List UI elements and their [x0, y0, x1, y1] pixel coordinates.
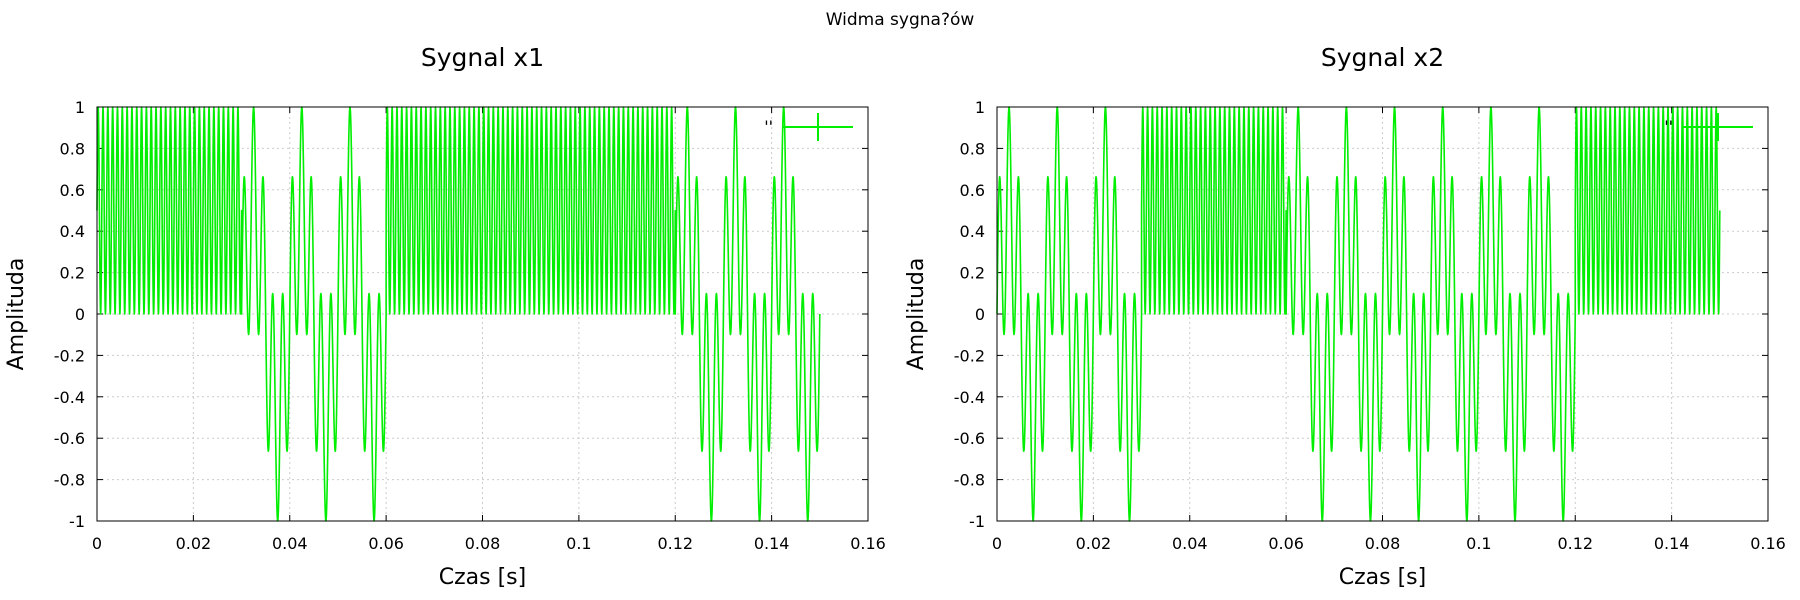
x-tick-label: 0.04 — [272, 534, 308, 553]
panel-signal-x2: 0 0.02 0.04 0.06 0.08 0.1 0.12 0.14 0.16 -1 -0.8 -0… — [904, 43, 1786, 590]
y-tick-label: 0.6 — [960, 181, 985, 200]
y-tick-label: -1 — [69, 512, 85, 531]
series-line-0 — [96, 106, 821, 522]
y-tick-label: 0.8 — [960, 139, 985, 158]
y-tick-label: 0.6 — [60, 181, 85, 200]
y-tick-label: -0.6 — [954, 429, 985, 448]
y-tick-label: -0.8 — [954, 471, 985, 490]
legend-label: '' — [764, 117, 773, 136]
x-tick-label: 0.06 — [1268, 534, 1304, 553]
y-tick-label: -0.2 — [54, 346, 85, 365]
y-axis-label: Amplituda — [4, 258, 29, 371]
y-tick-label: -0.6 — [54, 429, 85, 448]
y-tick-label: 0.4 — [960, 222, 985, 241]
x-axis-label: Czas [s] — [1339, 565, 1426, 590]
x-tick-label: 0.1 — [566, 534, 591, 553]
y-tick-label: -0.8 — [54, 471, 85, 490]
y-tick-label: -0.4 — [954, 388, 985, 407]
x-tick-label: 0 — [992, 534, 1002, 553]
y-tick-label: 0.2 — [60, 264, 85, 283]
panel-signal-x1: 0 0.02 0.04 0.06 0.08 0.1 0.12 0.14 0.16 -1 -0.8 -0… — [4, 43, 886, 590]
x-tick-label: 0.02 — [176, 534, 212, 553]
panel-title: Sygnal x2 — [1321, 43, 1444, 72]
x-tick-label: 0.06 — [368, 534, 404, 553]
x-tick-label: 0.12 — [657, 534, 693, 553]
x-tick-label: 0.08 — [465, 534, 501, 553]
x-tick-label: 0.08 — [1365, 534, 1401, 553]
panel-title: Sygnal x1 — [421, 43, 544, 72]
y-tick-label: 0 — [975, 305, 985, 324]
y-tick-label: 0.8 — [60, 139, 85, 158]
x-tick-label: 0.14 — [754, 534, 790, 553]
y-tick-label: 0 — [75, 305, 85, 324]
y-tick-label: -1 — [969, 512, 985, 531]
x-tick-label: 0.14 — [1654, 534, 1690, 553]
x-tick-label: 0.16 — [1750, 534, 1786, 553]
x-tick-label: 0.12 — [1557, 534, 1593, 553]
y-tick-label: -0.4 — [54, 388, 85, 407]
y-tick-label: -0.2 — [954, 346, 985, 365]
x-tick-label: 0.04 — [1172, 534, 1208, 553]
y-tick-label: 0.2 — [960, 264, 985, 283]
y-tick-label: 0.4 — [60, 222, 85, 241]
y-tick-label: 1 — [975, 98, 985, 117]
plot-frame — [996, 106, 1769, 522]
figure-title: Widma sygna?ów — [825, 10, 975, 30]
y-tick-label: 1 — [75, 98, 85, 117]
series-line-0 — [996, 106, 1721, 522]
plot-frame — [96, 106, 869, 522]
x-tick-label: 0.02 — [1076, 534, 1112, 553]
x-tick-label: 0.16 — [850, 534, 886, 553]
x-tick-label: 0 — [92, 534, 102, 553]
x-tick-label: 0.1 — [1466, 534, 1491, 553]
y-axis-label: Amplituda — [904, 258, 929, 371]
x-axis-label: Czas [s] — [439, 565, 526, 590]
legend-label: '' — [1664, 117, 1673, 136]
